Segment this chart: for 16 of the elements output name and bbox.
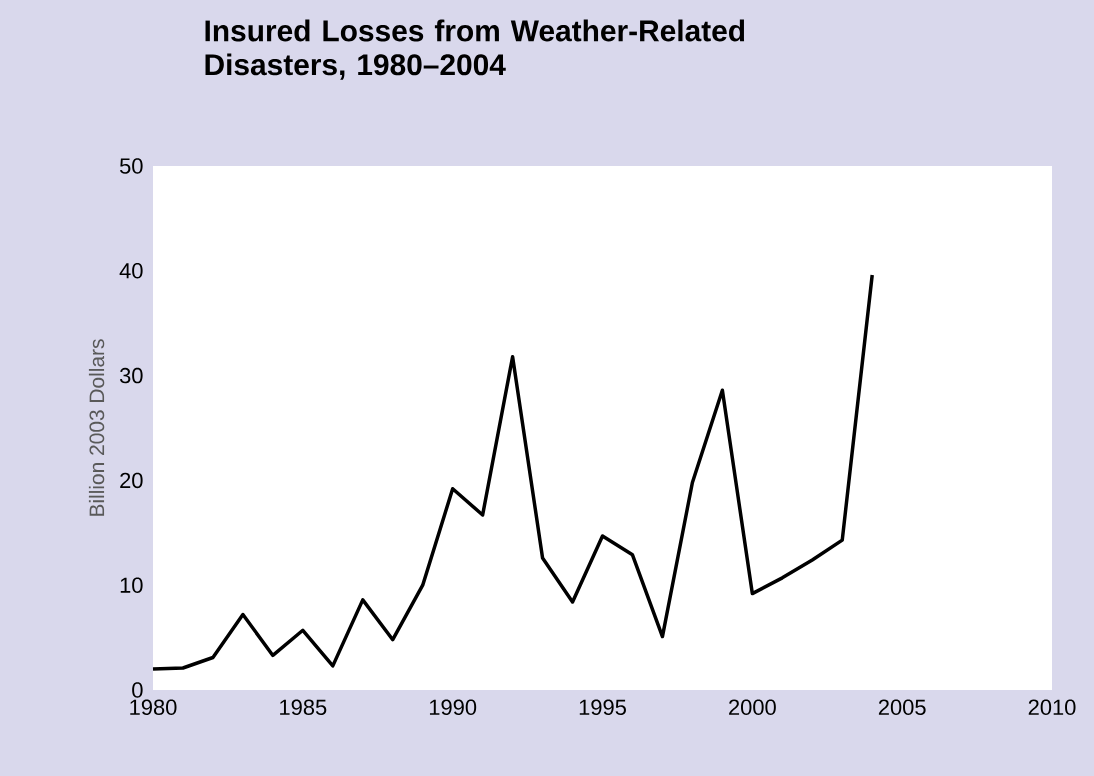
x-tick-label: 1985: [280, 699, 327, 716]
x-tick-label: 2005: [878, 699, 926, 716]
x-tick-label: 1995: [579, 699, 626, 716]
x-tick-label: 2000: [729, 699, 776, 716]
chart-title: Insured Losses from Weather-Related Disasters, 1980–2004: [205, 19, 745, 80]
y-axis-title: Billion 2003 Dollars: [88, 339, 105, 516]
y-tick-label: 20: [120, 472, 143, 489]
line-series: [151, 273, 874, 671]
y-tick-label: 30: [119, 367, 143, 384]
y-tick-label: 40: [119, 263, 143, 279]
y-tick-label: 10: [120, 577, 143, 593]
y-tick-label: 0: [132, 682, 143, 698]
x-tick-label: 2010: [1028, 699, 1076, 716]
x-tick-label: 1990: [429, 699, 477, 716]
x-tick-label: 1980: [130, 699, 177, 716]
y-tick-label: 50: [119, 158, 143, 174]
